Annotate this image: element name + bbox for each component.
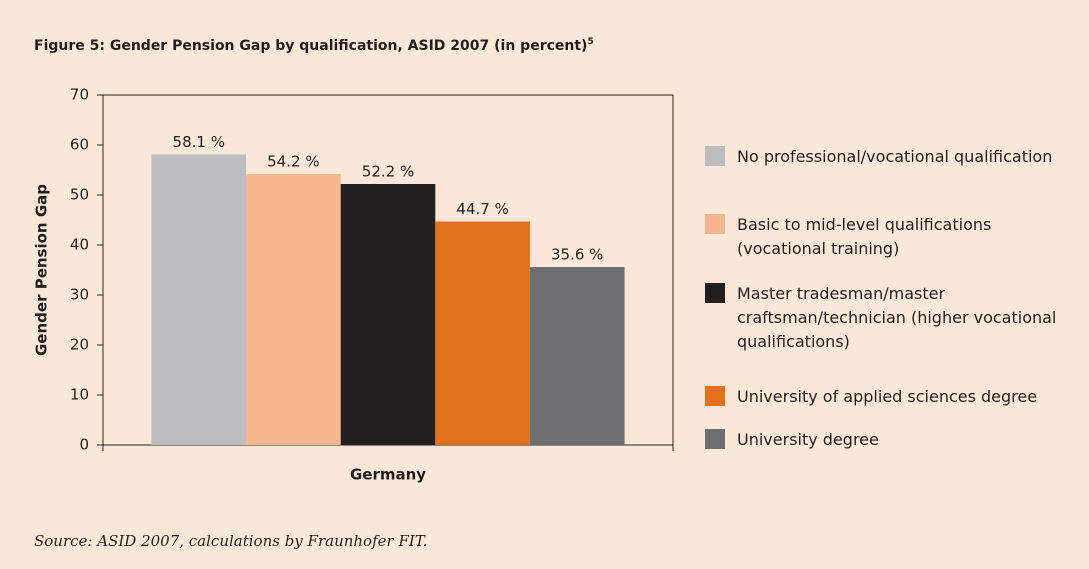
- legend-item: University degree: [705, 428, 1065, 452]
- bar: [246, 174, 341, 445]
- bar: [529, 267, 625, 445]
- value-label: 52.2 %: [362, 163, 414, 181]
- value-label: 44.7 %: [456, 200, 508, 218]
- y-tick-label: 40: [70, 236, 89, 254]
- legend-swatch: [705, 283, 725, 303]
- title-superscript: 5: [587, 37, 593, 47]
- y-tick-label: 70: [70, 86, 89, 104]
- bar: [151, 154, 247, 445]
- bar: [340, 184, 436, 445]
- y-tick-label: 50: [70, 186, 89, 204]
- legend-label: Basic to mid-level qualifications (vocat…: [737, 215, 992, 258]
- y-tick-label: 30: [70, 286, 89, 304]
- y-axis-label: Gender Pension Gap: [33, 184, 51, 356]
- y-tick-label: 20: [70, 336, 89, 354]
- legend-label: University of applied sciences degree: [737, 387, 1038, 406]
- bar: [435, 221, 530, 445]
- legend-label: No professional/vocational qualification: [737, 147, 1053, 166]
- legend-swatch: [705, 146, 725, 166]
- legend-swatch: [705, 386, 725, 406]
- legend-swatch: [705, 214, 725, 234]
- legend-item: University of applied sciences degree: [705, 385, 1065, 409]
- legend-label: Master tradesman/master craftsman/techni…: [737, 284, 1057, 351]
- title-text: Figure 5: Gender Pension Gap by qualific…: [34, 38, 587, 54]
- value-label: 35.6 %: [551, 246, 603, 264]
- source-note: Source: ASID 2007, calculations by Fraun…: [34, 532, 427, 550]
- legend-item: Master tradesman/master craftsman/techni…: [705, 282, 1065, 354]
- x-axis-label: Germany: [350, 466, 426, 484]
- legend-item: Basic to mid-level qualifications (vocat…: [705, 213, 1065, 261]
- legend-item: No professional/vocational qualification: [705, 145, 1065, 169]
- y-tick-label: 0: [79, 436, 89, 454]
- legend-label: University degree: [737, 430, 879, 449]
- y-tick-label: 60: [70, 136, 89, 154]
- legend-swatch: [705, 429, 725, 449]
- value-label: 54.2 %: [267, 153, 319, 171]
- value-label: 58.1 %: [173, 133, 225, 151]
- y-tick-label: 10: [70, 386, 89, 404]
- chart-title: Figure 5: Gender Pension Gap by qualific…: [34, 37, 594, 55]
